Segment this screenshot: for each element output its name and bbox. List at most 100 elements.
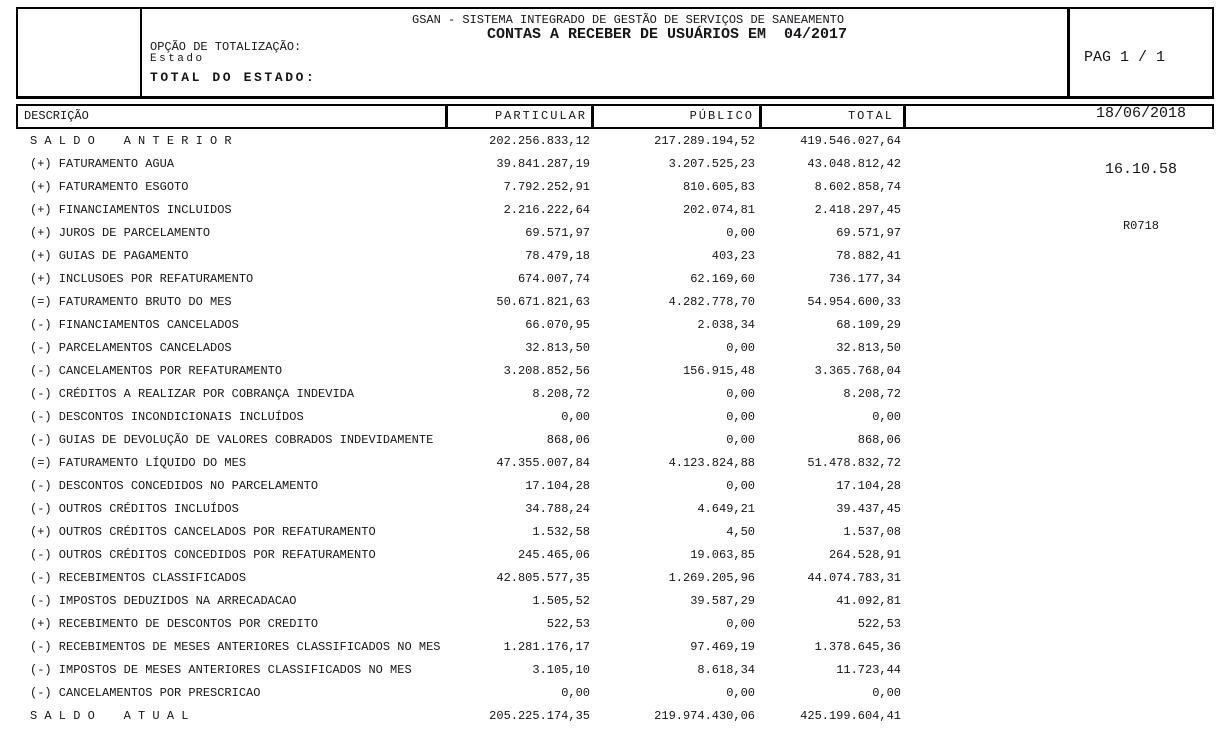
- table-row: (-) FINANCIAMENTOS CANCELADOS 66.070,95 2.…: [0, 314, 1231, 337]
- report-header: GSAN - SISTEMA INTEGRADO DE GESTÃO DE SE…: [16, 7, 1214, 233]
- row-description: (=) FATURAMENTO BRUTO DO MES: [30, 295, 232, 309]
- page-indicator: PAG 1 / 1: [1084, 49, 1166, 66]
- table-row: (+) JUROS DE PARCELAMENTO 69.571,97 0,00 69…: [0, 222, 1231, 245]
- row-particular-value: 522,53: [546, 617, 590, 631]
- table-row: (-) RECEBIMENTOS DE MESES ANTERIORES CLA…: [0, 636, 1231, 659]
- row-total-value: 736.177,34: [828, 272, 901, 286]
- row-description: (-) OUTROS CRÉDITOS CONCEDIDOS POR REFAT…: [30, 548, 376, 562]
- row-description: (-) DESCONTOS INCONDICIONAIS INCLUÍDOS: [30, 410, 304, 424]
- row-publico-value: 2.038,34: [697, 318, 755, 332]
- row-total-value: 43.048.812,42: [807, 157, 901, 171]
- row-publico-value: 202.074,81: [682, 203, 755, 217]
- row-total-value: 1.378.645,36: [814, 640, 901, 654]
- row-total-value: 419.546.027,64: [800, 134, 901, 148]
- row-description: (-) RECEBIMENTOS DE MESES ANTERIORES CLA…: [30, 640, 441, 654]
- row-description: (-) CANCELAMENTOS POR REFATURAMENTO: [30, 364, 283, 378]
- row-publico-value: 0,00: [726, 686, 755, 700]
- row-particular-value: 69.571,97: [525, 226, 590, 240]
- row-particular-value: 2.216.222,64: [503, 203, 590, 217]
- row-description: (-) FINANCIAMENTOS CANCELADOS: [30, 318, 239, 332]
- row-total-value: 0,00: [872, 410, 901, 424]
- logo-placeholder: [18, 9, 142, 96]
- row-total-value: 69.571,97: [836, 226, 901, 240]
- row-publico-value: 19.063,85: [690, 548, 755, 562]
- table-row: (-) PARCELAMENTOS CANCELADOS 32.813,50 0,0…: [0, 337, 1231, 360]
- row-publico-value: 219.974.430,06: [654, 709, 755, 723]
- table-row: (=) FATURAMENTO LÍQUIDO DO MES 47.355.007…: [0, 452, 1231, 475]
- row-total-value: 522,53: [857, 617, 901, 631]
- row-description: (+) GUIAS DE PAGAMENTO: [30, 249, 189, 263]
- row-particular-value: 42.805.577,35: [496, 571, 590, 585]
- row-total-value: 68.109,29: [836, 318, 901, 332]
- row-publico-value: 39.587,29: [690, 594, 755, 608]
- column-header-total: TOTAL: [847, 109, 894, 123]
- row-total-value: 1.537,08: [843, 525, 901, 539]
- column-divider: [591, 106, 594, 127]
- row-total-value: 11.723,44: [836, 663, 901, 677]
- row-publico-value: 403,23: [711, 249, 755, 263]
- row-particular-value: 1.505,52: [532, 594, 590, 608]
- system-title: GSAN - SISTEMA INTEGRADO DE GESTÃO DE SE…: [412, 13, 845, 27]
- row-publico-value: 0,00: [726, 479, 755, 493]
- report-date: 18/06/2018: [1095, 105, 1186, 122]
- row-particular-value: 1.281.176,17: [503, 640, 590, 654]
- row-particular-value: 202.256.833,12: [489, 134, 590, 148]
- table-row: (+) OUTROS CRÉDITOS CANCELADOS POR REFAT…: [0, 521, 1231, 544]
- table-row: (-) DESCONTOS CONCEDIDOS NO PARCELAMENTO…: [0, 475, 1231, 498]
- column-header-publico: PÚBLICO: [689, 109, 754, 123]
- row-description: (-) GUIAS DE DEVOLUÇÃO DE VALORES COBRAD…: [30, 433, 434, 447]
- row-description: (-) IMPOSTOS DEDUZIDOS NA ARRECADACAO: [30, 594, 297, 608]
- row-publico-value: 4.649,21: [697, 502, 755, 516]
- report-time: 16.10.58: [1104, 161, 1177, 178]
- row-total-value: 425.199.604,41: [800, 709, 901, 723]
- row-description: (-) IMPOSTOS DE MESES ANTERIORES CLASSIF…: [30, 663, 412, 677]
- row-publico-value: 8.618,34: [697, 663, 755, 677]
- row-total-value: 17.104,28: [836, 479, 901, 493]
- column-header-particular: PARTICULAR: [494, 109, 587, 123]
- row-total-value: 8.602.858,74: [814, 180, 901, 194]
- table-row: (+) GUIAS DE PAGAMENTO 78.479,18 403,23 78.…: [0, 245, 1231, 268]
- row-publico-value: 0,00: [726, 410, 755, 424]
- row-publico-value: 62.169,60: [690, 272, 755, 286]
- row-publico-value: 1.269.205,96: [668, 571, 755, 585]
- table-row: (-) RECEBIMENTOS CLASSIFICADOS 42.805.577…: [0, 567, 1231, 590]
- row-description: (-) CRÉDITOS A REALIZAR POR COBRANÇA IND…: [30, 387, 355, 401]
- table-row: S A L D O A N T E R I O R 202.256.833,12 2…: [0, 130, 1231, 153]
- row-description: (+) FINANCIAMENTOS INCLUIDOS: [30, 203, 232, 217]
- totalization-option-label: OPÇÃO DE TOTALIZAÇÃO:: [150, 40, 302, 54]
- table-header: DESCRIÇÃO PARTICULAR PÚBLICO TOTAL: [16, 104, 1214, 129]
- row-particular-value: 50.671.821,63: [496, 295, 590, 309]
- table-row: (-) GUIAS DE DEVOLUÇÃO DE VALORES COBRAD…: [0, 429, 1231, 452]
- row-description: (+) INCLUSOES POR REFATURAMENTO: [30, 272, 254, 286]
- row-total-value: 868,06: [857, 433, 901, 447]
- row-publico-value: 0,00: [726, 617, 755, 631]
- report-title: CONTAS A RECEBER DE USUÁRIOS EM 04/2017: [487, 26, 848, 43]
- table-row: (=) FATURAMENTO BRUTO DO MES 50.671.821,6…: [0, 291, 1231, 314]
- row-total-value: 44.074.783,31: [807, 571, 901, 585]
- row-publico-value: 0,00: [726, 387, 755, 401]
- table-row: S A L D O A T U A L 205.225.174,35 219.974…: [0, 705, 1231, 728]
- row-description: (+) FATURAMENTO ESGOTO: [30, 180, 189, 194]
- row-publico-value: 217.289.194,52: [654, 134, 755, 148]
- column-divider: [759, 106, 762, 127]
- row-publico-value: 156.915,48: [682, 364, 755, 378]
- row-particular-value: 32.813,50: [525, 341, 590, 355]
- column-divider: [445, 106, 448, 127]
- row-particular-value: 868,06: [546, 433, 590, 447]
- row-publico-value: 4.123.824,88: [668, 456, 755, 470]
- row-particular-value: 674.007,74: [517, 272, 590, 286]
- row-total-value: 2.418.297,45: [814, 203, 901, 217]
- row-particular-value: 0,00: [561, 686, 590, 700]
- row-particular-value: 34.788,24: [525, 502, 590, 516]
- row-particular-value: 205.225.174,35: [489, 709, 590, 723]
- row-description: S A L D O A T U A L: [30, 709, 189, 723]
- report-code: R0718: [1122, 219, 1159, 233]
- column-divider: [903, 106, 906, 127]
- row-particular-value: 1.532,58: [532, 525, 590, 539]
- table-row: (-) CANCELAMENTOS POR PRESCRICAO 0,00 0,00…: [0, 682, 1231, 705]
- table-row: (-) IMPOSTOS DEDUZIDOS NA ARRECADACAO 1.5…: [0, 590, 1231, 613]
- row-total-value: 8.208,72: [843, 387, 901, 401]
- total-scope-label: TOTAL DO ESTADO:: [150, 70, 317, 85]
- row-publico-value: 0,00: [726, 433, 755, 447]
